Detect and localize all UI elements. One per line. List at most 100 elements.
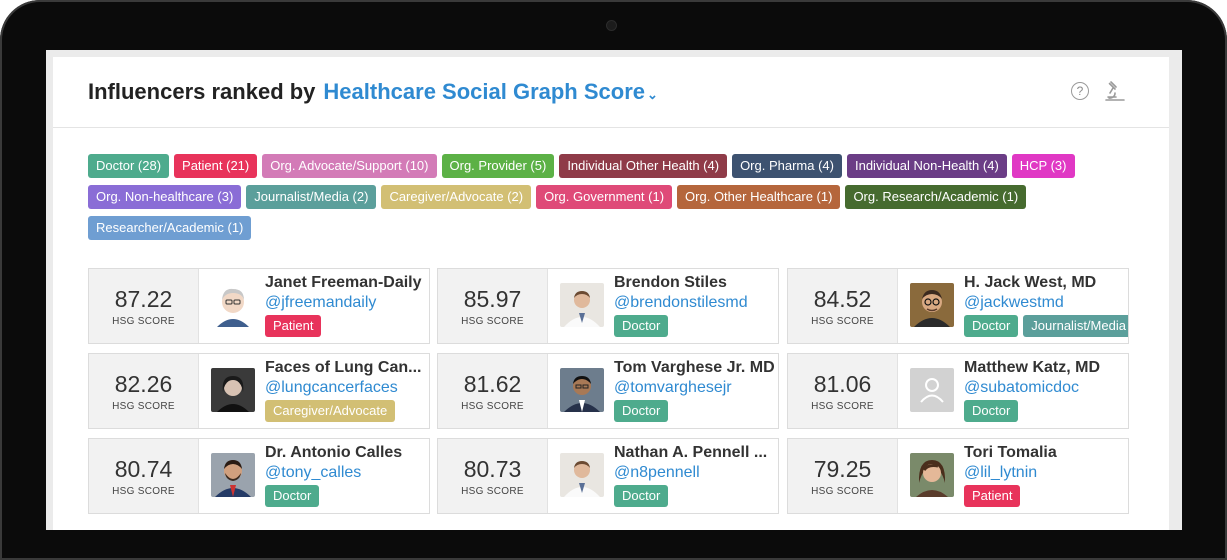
category-filter-tags: Doctor (28) Patient (21) Org. Advocate/Sup… [88, 154, 1168, 247]
category-badge: Journalist/Media [1023, 315, 1128, 337]
avatar[interactable] [910, 283, 954, 327]
avatar[interactable] [211, 453, 255, 497]
score-box: 82.26 HSG SCORE [89, 354, 199, 428]
score-box: 87.22 HSG SCORE [89, 269, 199, 343]
twitter-handle-link[interactable]: @tomvarghesejr [614, 379, 732, 396]
twitter-handle-link[interactable]: @tony_calles [265, 464, 362, 481]
hsg-score-label: HSG SCORE [112, 486, 175, 497]
hsg-score-label: HSG SCORE [461, 401, 524, 412]
influencer-card[interactable]: 80.73 HSG SCORE Nathan A. Pennell ... @n8pe… [437, 438, 779, 514]
screen: Influencers ranked by Healthcare Social G… [46, 50, 1182, 530]
influencer-card[interactable]: 84.52 HSG SCORE H. Jack West, MD @jackwestm… [787, 268, 1129, 344]
filter-tag-individual-non-health-4[interactable]: Individual Non-Health (4) [846, 154, 1007, 178]
filter-tag-doctor-28[interactable]: Doctor (28) [88, 154, 170, 178]
filter-tag-hcp-3[interactable]: HCP (3) [1011, 154, 1075, 178]
twitter-handle-link[interactable]: @lungcancerfaces [265, 379, 398, 396]
category-badges: Patient [964, 485, 1025, 507]
avatar[interactable] [910, 453, 954, 497]
category-badges: Doctor Journalist/Media [964, 315, 1128, 337]
hsg-score-label: HSG SCORE [461, 486, 524, 497]
influencer-name: Tom Varghese Jr. MD [614, 359, 775, 376]
influencer-name: Nathan A. Pennell ... [614, 444, 768, 461]
avatar[interactable] [560, 453, 604, 497]
influencer-name: H. Jack West, MD [964, 274, 1097, 291]
filter-tag-org-government-1[interactable]: Org. Government (1) [536, 185, 673, 209]
twitter-handle-link[interactable]: @subatomicdoc [964, 379, 1079, 396]
hsg-score-label: HSG SCORE [811, 486, 874, 497]
filter-tag-org-other-healthcare-1[interactable]: Org. Other Healthcare (1) [677, 185, 841, 209]
metric-selector[interactable]: Healthcare Social Graph Score ⌄ [323, 79, 657, 104]
title-prefix: Influencers ranked by [88, 79, 316, 104]
influencer-card[interactable]: 85.97 HSG SCORE Brendon Stiles @brendonstil… [437, 268, 779, 344]
page-title: Influencers ranked by Healthcare Social G… [88, 79, 658, 105]
microscope-icon[interactable] [1103, 79, 1127, 103]
hsg-score-value: 85.97 [463, 286, 522, 312]
avatar[interactable] [560, 368, 604, 412]
filter-tag-org-pharma-4[interactable]: Org. Pharma (4) [732, 154, 842, 178]
score-box: 84.52 HSG SCORE [788, 269, 898, 343]
influencer-card[interactable]: 87.22 HSG SCORE Janet Freeman-Daily @jfreem… [88, 268, 430, 344]
twitter-handle-link[interactable]: @jfreemandaily [265, 294, 377, 311]
filter-tag-org-advocate-support-10[interactable]: Org. Advocate/Support (10) [262, 154, 437, 178]
score-box: 79.25 HSG SCORE [788, 439, 898, 513]
twitter-handle-link[interactable]: @jackwestmd [964, 294, 1064, 311]
influencer-name: Tori Tomalia [964, 444, 1057, 461]
filter-tag-journalist-media-2[interactable]: Journalist/Media (2) [246, 185, 377, 209]
twitter-handle-link[interactable]: @brendonstilesmd [614, 294, 748, 311]
category-badges: Doctor [964, 400, 1023, 422]
avatar[interactable] [560, 283, 604, 327]
category-badge: Doctor [265, 485, 320, 507]
chevron-down-icon: ⌄ [647, 87, 658, 102]
hsg-score-label: HSG SCORE [461, 316, 524, 327]
filter-tag-patient-21[interactable]: Patient (21) [174, 154, 258, 178]
category-badge: Caregiver/Advocate [265, 400, 396, 422]
filter-tag-org-non-healthcare-3[interactable]: Org. Non-healthcare (3) [88, 185, 242, 209]
filter-tag-researcher-academic-1[interactable]: Researcher/Academic (1) [88, 216, 252, 240]
avatar[interactable] [211, 368, 255, 412]
hsg-score-value: 80.73 [463, 456, 522, 482]
filter-tag-org-research-academic-1[interactable]: Org. Research/Academic (1) [845, 185, 1027, 209]
influencer-name: Janet Freeman-Daily [265, 274, 422, 291]
category-badges: Patient [265, 315, 326, 337]
category-badge: Patient [964, 485, 1021, 507]
avatar[interactable] [910, 368, 954, 412]
influencer-card[interactable]: 79.25 HSG SCORE Tori Tomalia @lil_lytnin Pat… [787, 438, 1129, 514]
hsg-score-label: HSG SCORE [811, 401, 874, 412]
score-box: 81.06 HSG SCORE [788, 354, 898, 428]
category-badges: Doctor [265, 485, 324, 507]
twitter-handle-link[interactable]: @n8pennell [614, 464, 700, 481]
hsg-score-value: 84.52 [813, 286, 872, 312]
hsg-score-value: 82.26 [114, 371, 173, 397]
hsg-score-value: 81.06 [813, 371, 872, 397]
category-badges: Caregiver/Advocate [265, 400, 400, 422]
influencer-card[interactable]: 81.62 HSG SCORE Tom Varghese Jr. MD @tomvar… [437, 353, 779, 429]
filter-tag-org-provider-5[interactable]: Org. Provider (5) [441, 154, 555, 178]
influencer-name: Dr. Antonio Calles [265, 444, 403, 461]
category-badge: Doctor [964, 400, 1019, 422]
category-badge: Doctor [964, 315, 1019, 337]
category-badge: Patient [265, 315, 322, 337]
avatar[interactable] [211, 283, 255, 327]
category-badge: Doctor [614, 485, 669, 507]
influencer-name: Faces of Lung Can... [265, 359, 422, 376]
filter-tag-individual-other-health-4[interactable]: Individual Other Health (4) [559, 154, 728, 178]
hsg-score-value: 80.74 [114, 456, 173, 482]
score-box: 80.73 HSG SCORE [438, 439, 548, 513]
influencers-panel: Influencers ranked by Healthcare Social G… [53, 57, 1169, 530]
influencer-card[interactable]: 82.26 HSG SCORE Faces of Lung Can... @lungc… [88, 353, 430, 429]
influencer-card[interactable]: 80.74 HSG SCORE Dr. Antonio Calles @tony_ca… [88, 438, 430, 514]
help-icon[interactable]: ? [1071, 82, 1089, 100]
influencer-name: Brendon Stiles [614, 274, 727, 291]
category-badges: Doctor [614, 315, 673, 337]
hsg-score-value: 79.25 [813, 456, 872, 482]
score-box: 81.62 HSG SCORE [438, 354, 548, 428]
webcam [607, 21, 616, 30]
filter-tag-caregiver-advocate-2[interactable]: Caregiver/Advocate (2) [381, 185, 532, 209]
influencer-name: Matthew Katz, MD [964, 359, 1100, 376]
score-box: 80.74 HSG SCORE [89, 439, 199, 513]
hsg-score-label: HSG SCORE [112, 401, 175, 412]
twitter-handle-link[interactable]: @lil_lytnin [964, 464, 1038, 481]
metric-selector-label: Healthcare Social Graph Score [323, 79, 645, 104]
influencer-card[interactable]: 81.06 HSG SCORE Matthew Katz, MD @subatomic… [787, 353, 1129, 429]
